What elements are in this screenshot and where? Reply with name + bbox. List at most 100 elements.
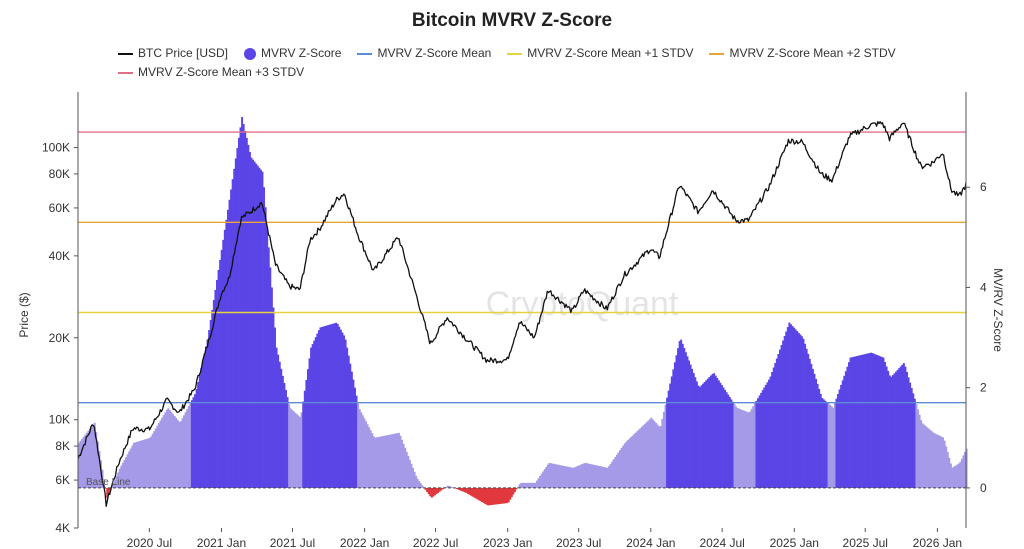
legend-label-mean-2stdv: MVRV Z-Score Mean +2 STDV	[729, 46, 896, 60]
zscore-bar-427	[747, 412, 750, 488]
zscore-bar-361	[644, 423, 647, 488]
zscore-bar-386	[683, 348, 686, 488]
zscore-bar-434	[758, 395, 761, 488]
zscore-bar-259	[484, 487, 487, 504]
zscore-bar-123	[270, 287, 273, 488]
zscore-bar-347	[622, 445, 625, 488]
chart-title: Bitcoin MVRV Z-Score	[411, 10, 613, 31]
axes: Base Line 4K 6K 8K 10K 20K 40K 60K 80K 100K 0 2 4 6 20…	[17, 92, 1005, 549]
zscore-bar-157	[324, 326, 327, 488]
left-tick-label-6: 60K	[49, 201, 70, 215]
zscore-bar-483	[835, 398, 838, 488]
zscore-bar-185	[368, 427, 371, 488]
zscore-bar-424	[742, 410, 745, 488]
zscore-bar-366	[651, 419, 654, 488]
zscore-bar-147	[308, 358, 311, 488]
zscore-bar-38	[137, 441, 140, 488]
zscore-bar-504	[868, 353, 871, 488]
zscore-bar-552	[943, 440, 946, 488]
zscore-bar-236	[448, 485, 451, 488]
zscore-bar-480	[830, 406, 833, 488]
zscore-bar-11	[95, 432, 98, 488]
zscore-bar-84	[209, 320, 212, 488]
zscore-bar-305	[556, 464, 559, 488]
zscore-bar-439	[766, 382, 769, 488]
zscore-bar-43	[145, 438, 148, 488]
zscore-bar-505	[869, 352, 872, 488]
zscore-bar-142	[300, 412, 303, 488]
zscore-bar-486	[840, 384, 843, 488]
zscore-bar-476	[824, 400, 827, 488]
zscore-bar-462	[802, 338, 805, 488]
zscore-bar-513	[882, 357, 885, 488]
zscore-bar-329	[593, 465, 596, 488]
zscore-bar-7	[88, 428, 91, 488]
zscore-bar-336	[604, 467, 607, 488]
zscore-bar-345	[619, 450, 621, 488]
zscore-bar-109	[248, 151, 251, 488]
zscore-bar-456	[793, 327, 796, 488]
zscore-bar-307	[559, 465, 562, 488]
legend-item-mean-3stdv[interactable]: MVRV Z-Score Mean +3 STDV	[118, 63, 304, 82]
zscore-bar-342	[614, 457, 617, 488]
zscore-bar-124	[272, 307, 275, 488]
zscore-bar-359	[640, 426, 643, 488]
zscore-bar-230	[438, 487, 441, 492]
zscore-bar-33	[129, 448, 132, 488]
zscore-bar-35	[132, 442, 135, 488]
zscore-bar-28	[121, 462, 124, 488]
zscore-bar-149	[311, 344, 314, 488]
zscore-bar-474	[821, 398, 824, 488]
zscore-bar-488	[843, 375, 846, 488]
zscore-bar-453	[788, 322, 791, 488]
zscore-bar-47	[151, 433, 154, 488]
legend-swatch-zscore	[244, 47, 257, 60]
zscore-bar-110	[250, 157, 253, 488]
zscore-bar-498	[858, 355, 861, 488]
x-tick-label-4: 2022 Jul	[413, 536, 458, 549]
zscore-bar-104	[241, 117, 244, 488]
zscore-bar-154	[319, 327, 322, 488]
zscore-bar-564	[962, 455, 965, 488]
right-tick-label-1: 2	[980, 381, 987, 395]
zscore-bar-358	[639, 428, 642, 488]
zscore-bar-232	[441, 487, 444, 490]
legend-item-mean-1stdv[interactable]: MVRV Z-Score Mean +1 STDV	[507, 44, 693, 63]
zscore-bar-153	[317, 330, 320, 488]
zscore-bar-399	[703, 381, 706, 488]
zscore-bar-244	[460, 487, 463, 491]
zscore-bar-499	[860, 354, 863, 488]
zscore-bar-472	[818, 388, 821, 488]
zscore-bar-1	[79, 440, 82, 488]
zscore-bar-541	[926, 427, 929, 488]
zscore-bar-428	[749, 411, 752, 488]
zscore-bar-423	[741, 409, 744, 488]
zscore-bar-274	[507, 487, 510, 503]
zscore-bar-125	[274, 327, 276, 488]
legend-label-mean-3stdv: MVRV Z-Score Mean +3 STDV	[138, 65, 305, 79]
zscore-bar-452	[786, 327, 789, 488]
zscore-bar-344	[617, 452, 620, 488]
zscore-bar-99	[233, 168, 236, 488]
zscore-bar-419	[735, 406, 738, 488]
zscore-bar-216	[416, 478, 419, 488]
zscore-bar-510	[877, 355, 880, 488]
legend-item-btc-price[interactable]: BTC Price [USD]	[118, 44, 228, 63]
legend-item-mean-2stdv[interactable]: MVRV Z-Score Mean +2 STDV	[709, 44, 896, 63]
left-tick-label-4: 20K	[49, 331, 70, 345]
zscore-bar-539	[923, 424, 926, 488]
legend-item-mean[interactable]: MVRV Z-Score Mean	[357, 44, 491, 63]
zscore-bar-331	[597, 465, 600, 488]
zscore-bar-164	[335, 322, 338, 488]
zscore-bar-463	[804, 343, 807, 488]
zscore-bar-370	[658, 426, 661, 488]
zscore-bar-364	[648, 419, 651, 488]
zscore-bar-468	[811, 368, 814, 488]
zscore-bar-19	[107, 487, 110, 495]
zscore-bar-54	[162, 415, 165, 488]
zscore-bar-248	[466, 487, 469, 494]
legend-item-zscore[interactable]: MVRV Z-Score	[244, 44, 341, 63]
zscore-bar-210	[407, 455, 410, 488]
zscore-bar-546	[934, 433, 937, 488]
zscore-bar-59	[170, 412, 173, 488]
